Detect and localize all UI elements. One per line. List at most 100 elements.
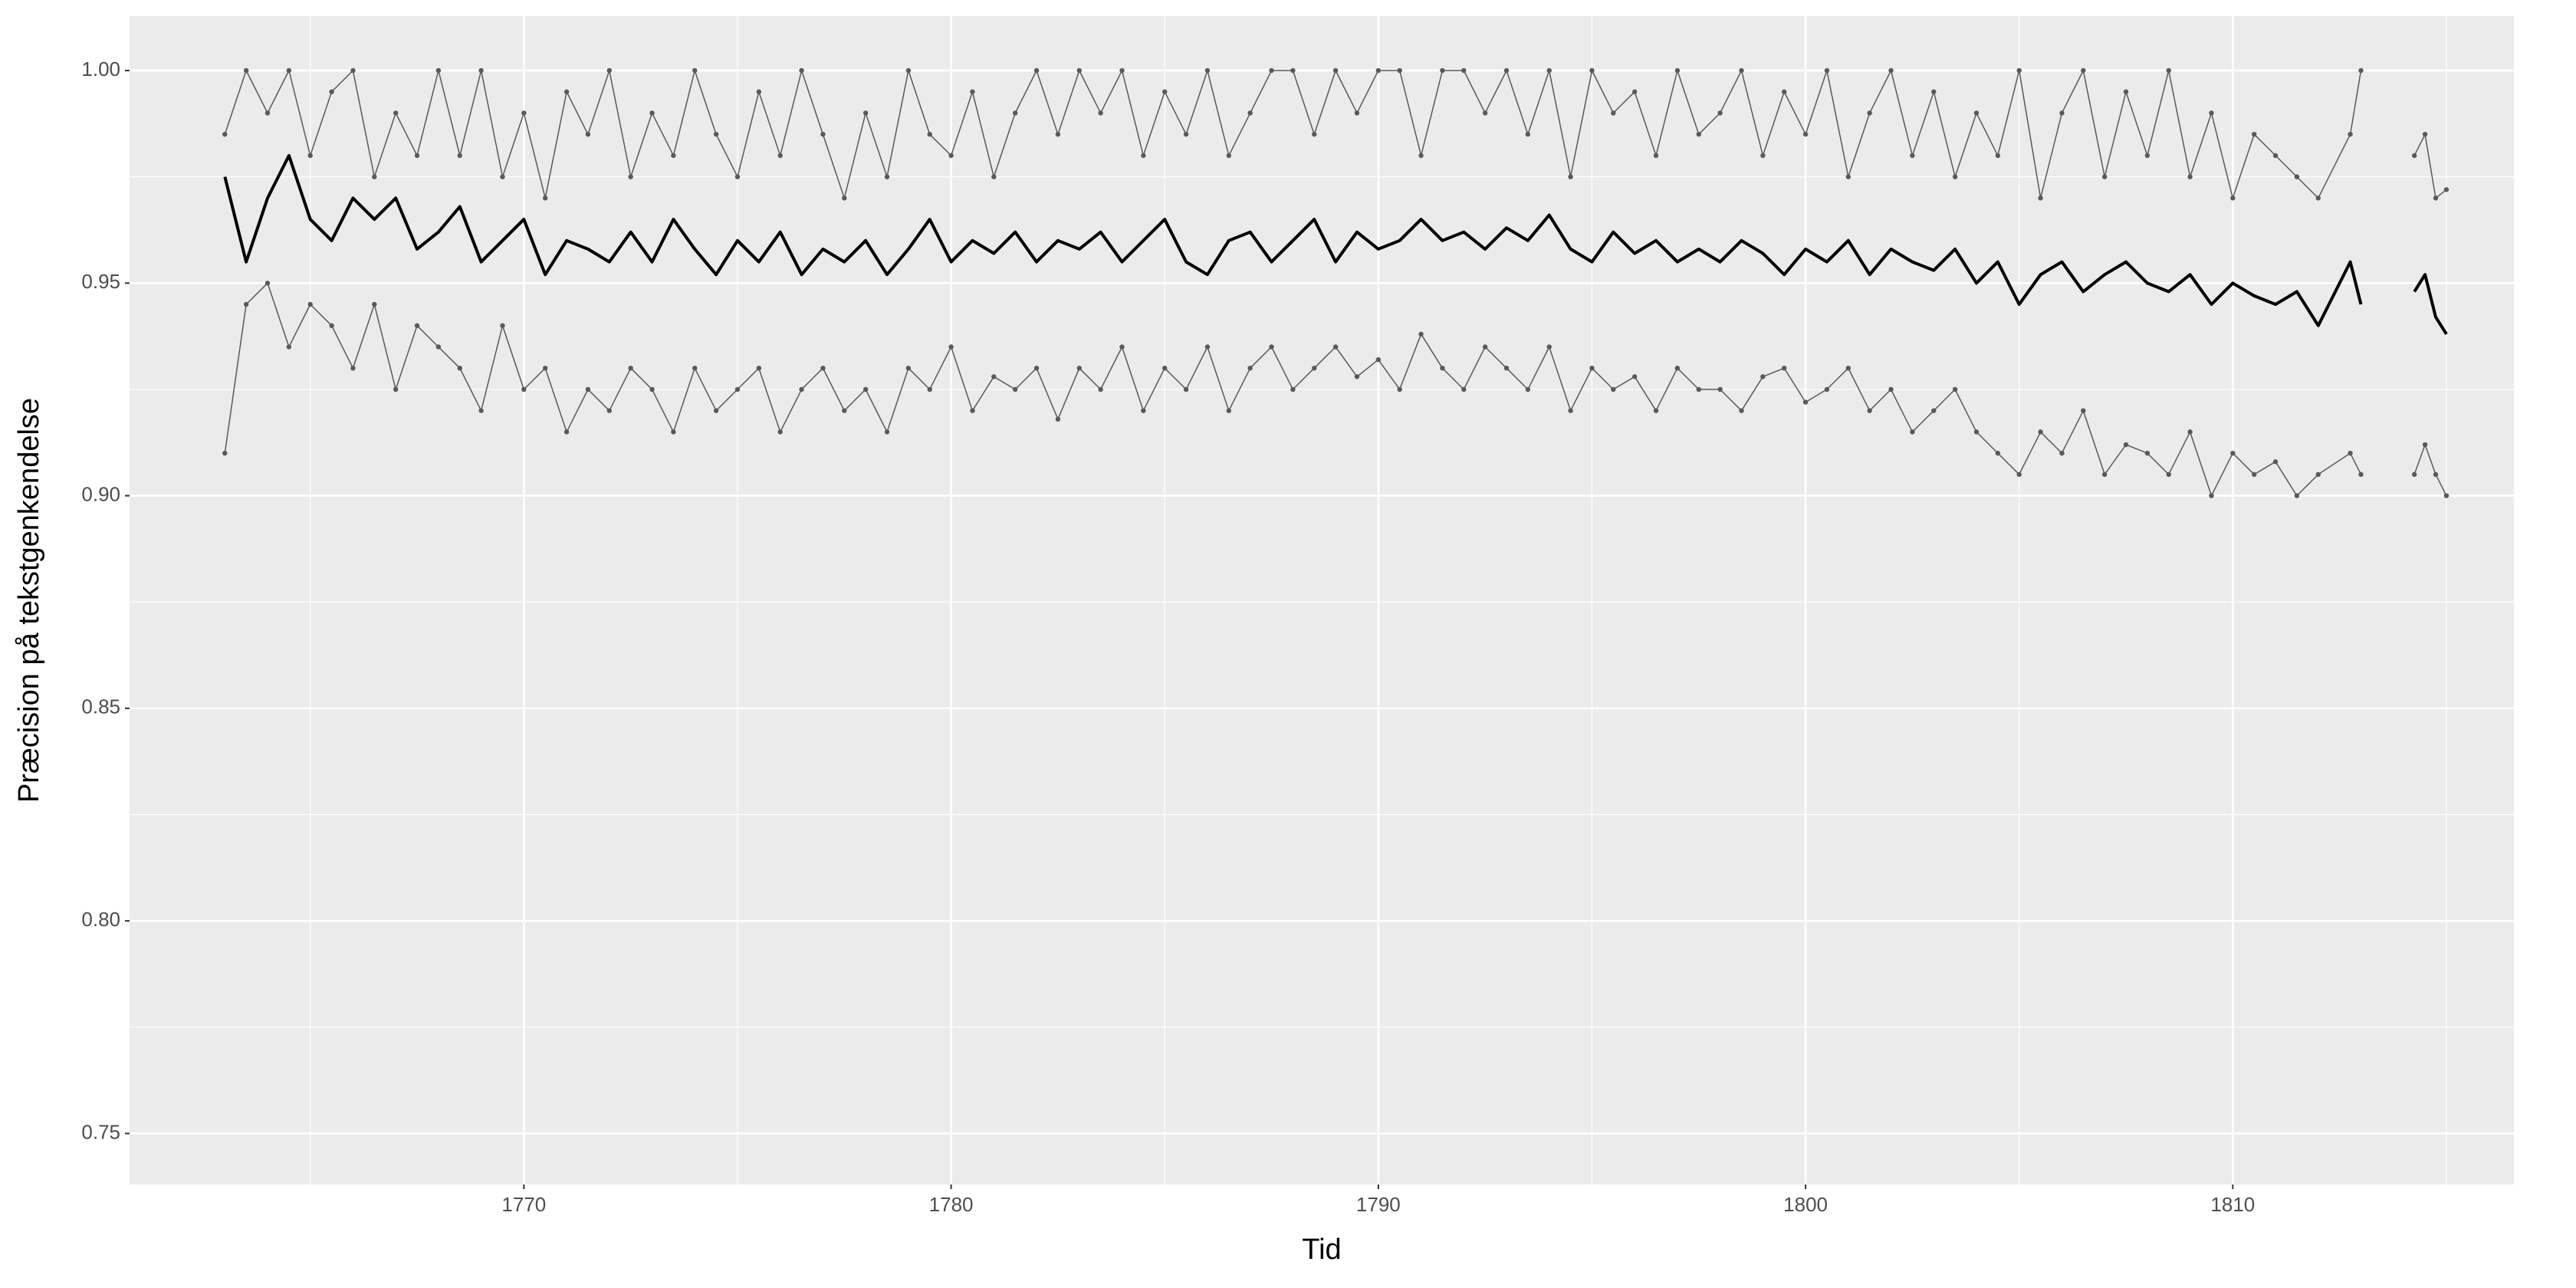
data-point (1418, 331, 1424, 337)
data-point (649, 110, 655, 116)
data-point (1973, 110, 1980, 116)
data-point (500, 323, 505, 328)
data-point (393, 386, 399, 393)
y-tick-label: 0.90 (81, 482, 120, 505)
data-point (414, 153, 420, 159)
data-point (414, 323, 420, 328)
data-point (2016, 472, 2022, 478)
y-tick-label: 0.95 (81, 270, 120, 293)
data-point (1503, 365, 1510, 371)
data-point (1141, 408, 1146, 413)
data-point (2411, 472, 2417, 478)
data-point (1802, 131, 1809, 137)
data-point (564, 429, 570, 435)
data-point (2272, 153, 2279, 159)
data-point (2315, 196, 2321, 201)
data-point (863, 386, 869, 393)
data-point (372, 174, 377, 179)
data-point (927, 131, 932, 137)
data-point (1375, 356, 1382, 363)
data-point (2422, 131, 2428, 137)
x-tick-label: 1790 (1356, 1193, 1401, 1216)
data-point (756, 365, 762, 371)
data-point (1867, 408, 1872, 413)
data-point (606, 408, 612, 413)
data-point (222, 450, 228, 456)
data-point (1653, 153, 1659, 159)
data-point (307, 301, 313, 307)
data-point (350, 365, 356, 371)
y-tick-label: 0.80 (81, 908, 120, 931)
plot-panel (130, 16, 2514, 1184)
data-point (2433, 472, 2439, 478)
x-tick-label: 1800 (1783, 1193, 1828, 1216)
data-point (991, 174, 997, 179)
data-point (1290, 67, 1296, 74)
data-point (1525, 386, 1531, 393)
data-point (1824, 386, 1830, 393)
data-point (1888, 386, 1894, 393)
data-point (1611, 386, 1616, 393)
data-point (820, 131, 826, 137)
data-point (1076, 67, 1082, 74)
data-point (2144, 153, 2150, 159)
data-point (2315, 472, 2321, 478)
data-point (948, 344, 954, 350)
series-line (223, 153, 2448, 335)
data-point (799, 386, 804, 393)
data-point (628, 174, 633, 179)
data-point (1802, 399, 1809, 405)
data-point (435, 344, 442, 350)
data-point (671, 153, 676, 159)
x-tick-label: 1780 (929, 1193, 974, 1216)
data-point (2187, 174, 2193, 179)
x-axis-title: Tid (1302, 1234, 1341, 1266)
data-point (1653, 408, 1659, 413)
data-point (264, 281, 271, 286)
data-point (1269, 67, 1274, 74)
data-point (1162, 89, 1168, 94)
data-point (1546, 344, 1552, 350)
data-point (2348, 450, 2353, 456)
data-point (970, 89, 975, 94)
data-point (1611, 110, 1616, 116)
data-point (1204, 344, 1211, 350)
data-point (1995, 450, 2001, 456)
data-point (905, 67, 912, 74)
data-point (2038, 429, 2043, 435)
data-point (1631, 374, 1638, 380)
data-point (307, 153, 313, 159)
data-point (1482, 110, 1488, 116)
data-point (2433, 196, 2439, 201)
data-point (991, 374, 997, 380)
data-point (1119, 344, 1125, 350)
data-point (457, 365, 462, 371)
data-point (372, 301, 377, 307)
data-point (1952, 386, 1958, 393)
x-tick-label: 1770 (501, 1193, 546, 1216)
data-point (1760, 153, 1766, 159)
data-point (948, 153, 954, 159)
data-point (1141, 153, 1146, 159)
data-point (1931, 408, 1937, 413)
data-point (1760, 374, 1766, 380)
data-point (1418, 153, 1424, 159)
data-point (2187, 429, 2193, 435)
data-point (2358, 67, 2364, 74)
data-point (820, 365, 826, 371)
data-point (1033, 67, 1040, 74)
data-point (329, 323, 334, 328)
data-point (1440, 67, 1445, 74)
data-point (1312, 365, 1317, 371)
data-point (1782, 89, 1787, 94)
data-point (1482, 344, 1488, 350)
data-point (777, 429, 783, 435)
data-point (777, 153, 783, 159)
data-point (2081, 408, 2086, 413)
data-point (2123, 442, 2129, 448)
data-point (543, 365, 548, 371)
data-point (2166, 67, 2171, 74)
data-point (2230, 450, 2236, 456)
data-point (457, 153, 462, 159)
